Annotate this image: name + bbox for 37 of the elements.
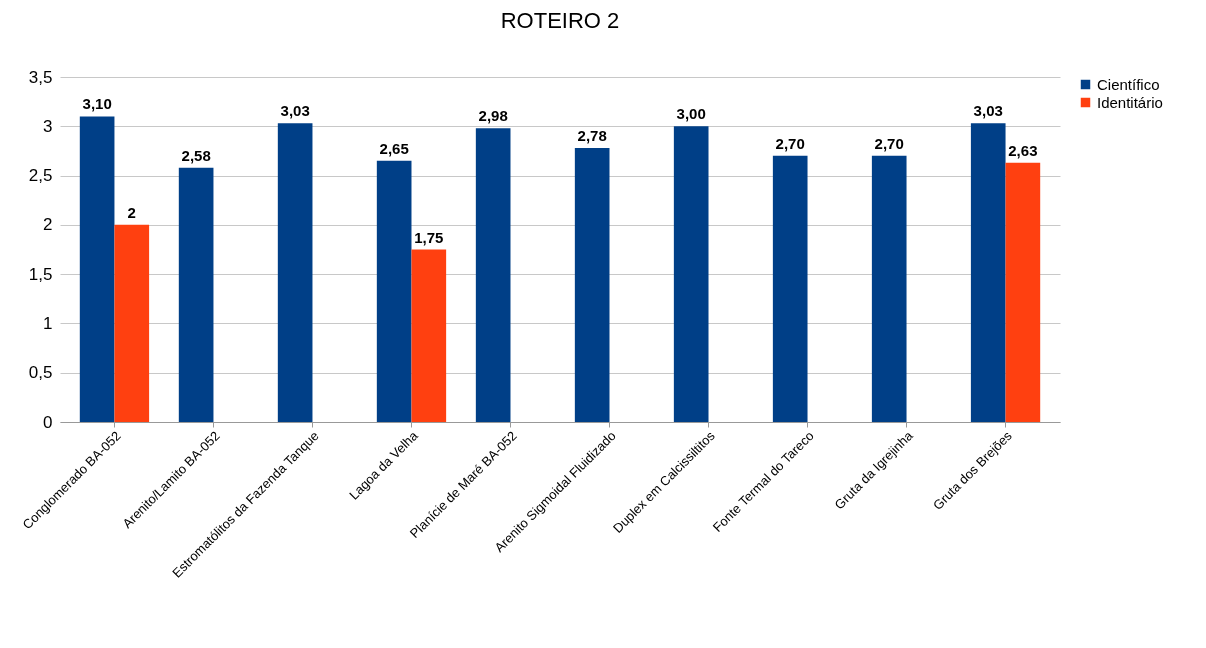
data-label: 3,03 <box>280 102 310 120</box>
data-label: 2,63 <box>1008 141 1038 159</box>
y-tick-label: 0,5 <box>28 363 53 383</box>
y-tick-label: 1 <box>43 313 53 333</box>
bar <box>1005 162 1041 422</box>
legend-label: Científico <box>1097 75 1160 93</box>
bar <box>79 116 115 422</box>
bar <box>871 155 907 422</box>
y-tick-label: 0 <box>43 412 53 432</box>
bar <box>475 128 511 422</box>
data-label: 3,00 <box>676 105 706 123</box>
data-label: 1,75 <box>414 228 444 246</box>
data-label: 2,58 <box>181 146 211 164</box>
y-tick-label: 2,5 <box>28 166 53 186</box>
data-label: 2,98 <box>478 107 508 125</box>
y-tick-label: 3 <box>43 116 53 136</box>
bar <box>411 249 447 422</box>
bar <box>970 123 1006 422</box>
bar <box>376 160 412 422</box>
y-tick-label: 2 <box>43 215 53 235</box>
data-label: 2,70 <box>775 134 805 152</box>
y-tick-label: 3,5 <box>28 67 53 87</box>
bar <box>673 126 709 422</box>
y-tick-label: 1,5 <box>28 264 53 284</box>
data-label: 3,10 <box>82 95 112 113</box>
data-label: 2 <box>127 203 136 221</box>
data-label: 3,03 <box>973 102 1003 120</box>
bar <box>114 224 150 422</box>
legend-label: Identitário <box>1097 93 1163 111</box>
bar <box>178 167 214 422</box>
data-label: 2,70 <box>874 134 904 152</box>
bar <box>277 123 313 422</box>
data-label: 2,78 <box>577 126 607 144</box>
chart-title: ROTEIRO 2 <box>500 8 620 33</box>
bar <box>574 147 610 422</box>
bar <box>772 155 808 422</box>
data-label: 2,65 <box>379 139 409 157</box>
